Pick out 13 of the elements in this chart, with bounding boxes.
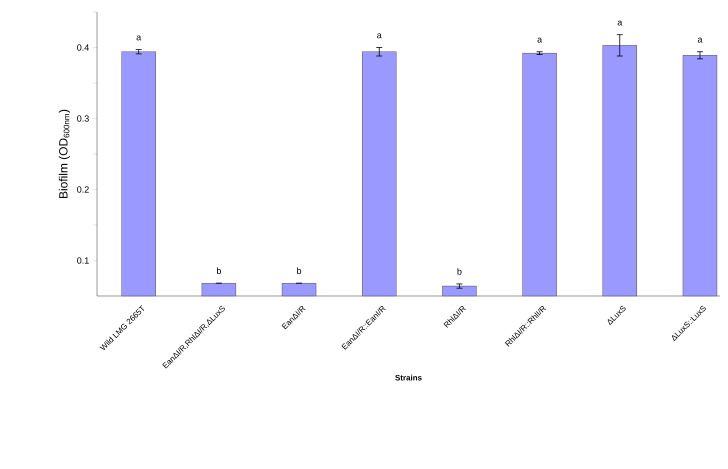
y-tick-label: 0.4 — [77, 44, 89, 51]
y-tick-label: 0.1 — [77, 257, 89, 264]
annotation: a — [136, 36, 142, 40]
annotation: a — [698, 38, 702, 43]
annotation: a — [618, 20, 622, 26]
y-tick-label: 0.3 — [77, 115, 89, 122]
annotation: a — [377, 33, 382, 38]
annotation: b — [216, 267, 221, 274]
annotation: b — [458, 268, 462, 275]
annotation: b — [297, 267, 302, 274]
annotation: a — [537, 38, 542, 43]
y-axis-title: Biofilm (OD$_{600nm}$) — [58, 110, 70, 198]
y-tick-label: 0.2 — [77, 186, 89, 193]
